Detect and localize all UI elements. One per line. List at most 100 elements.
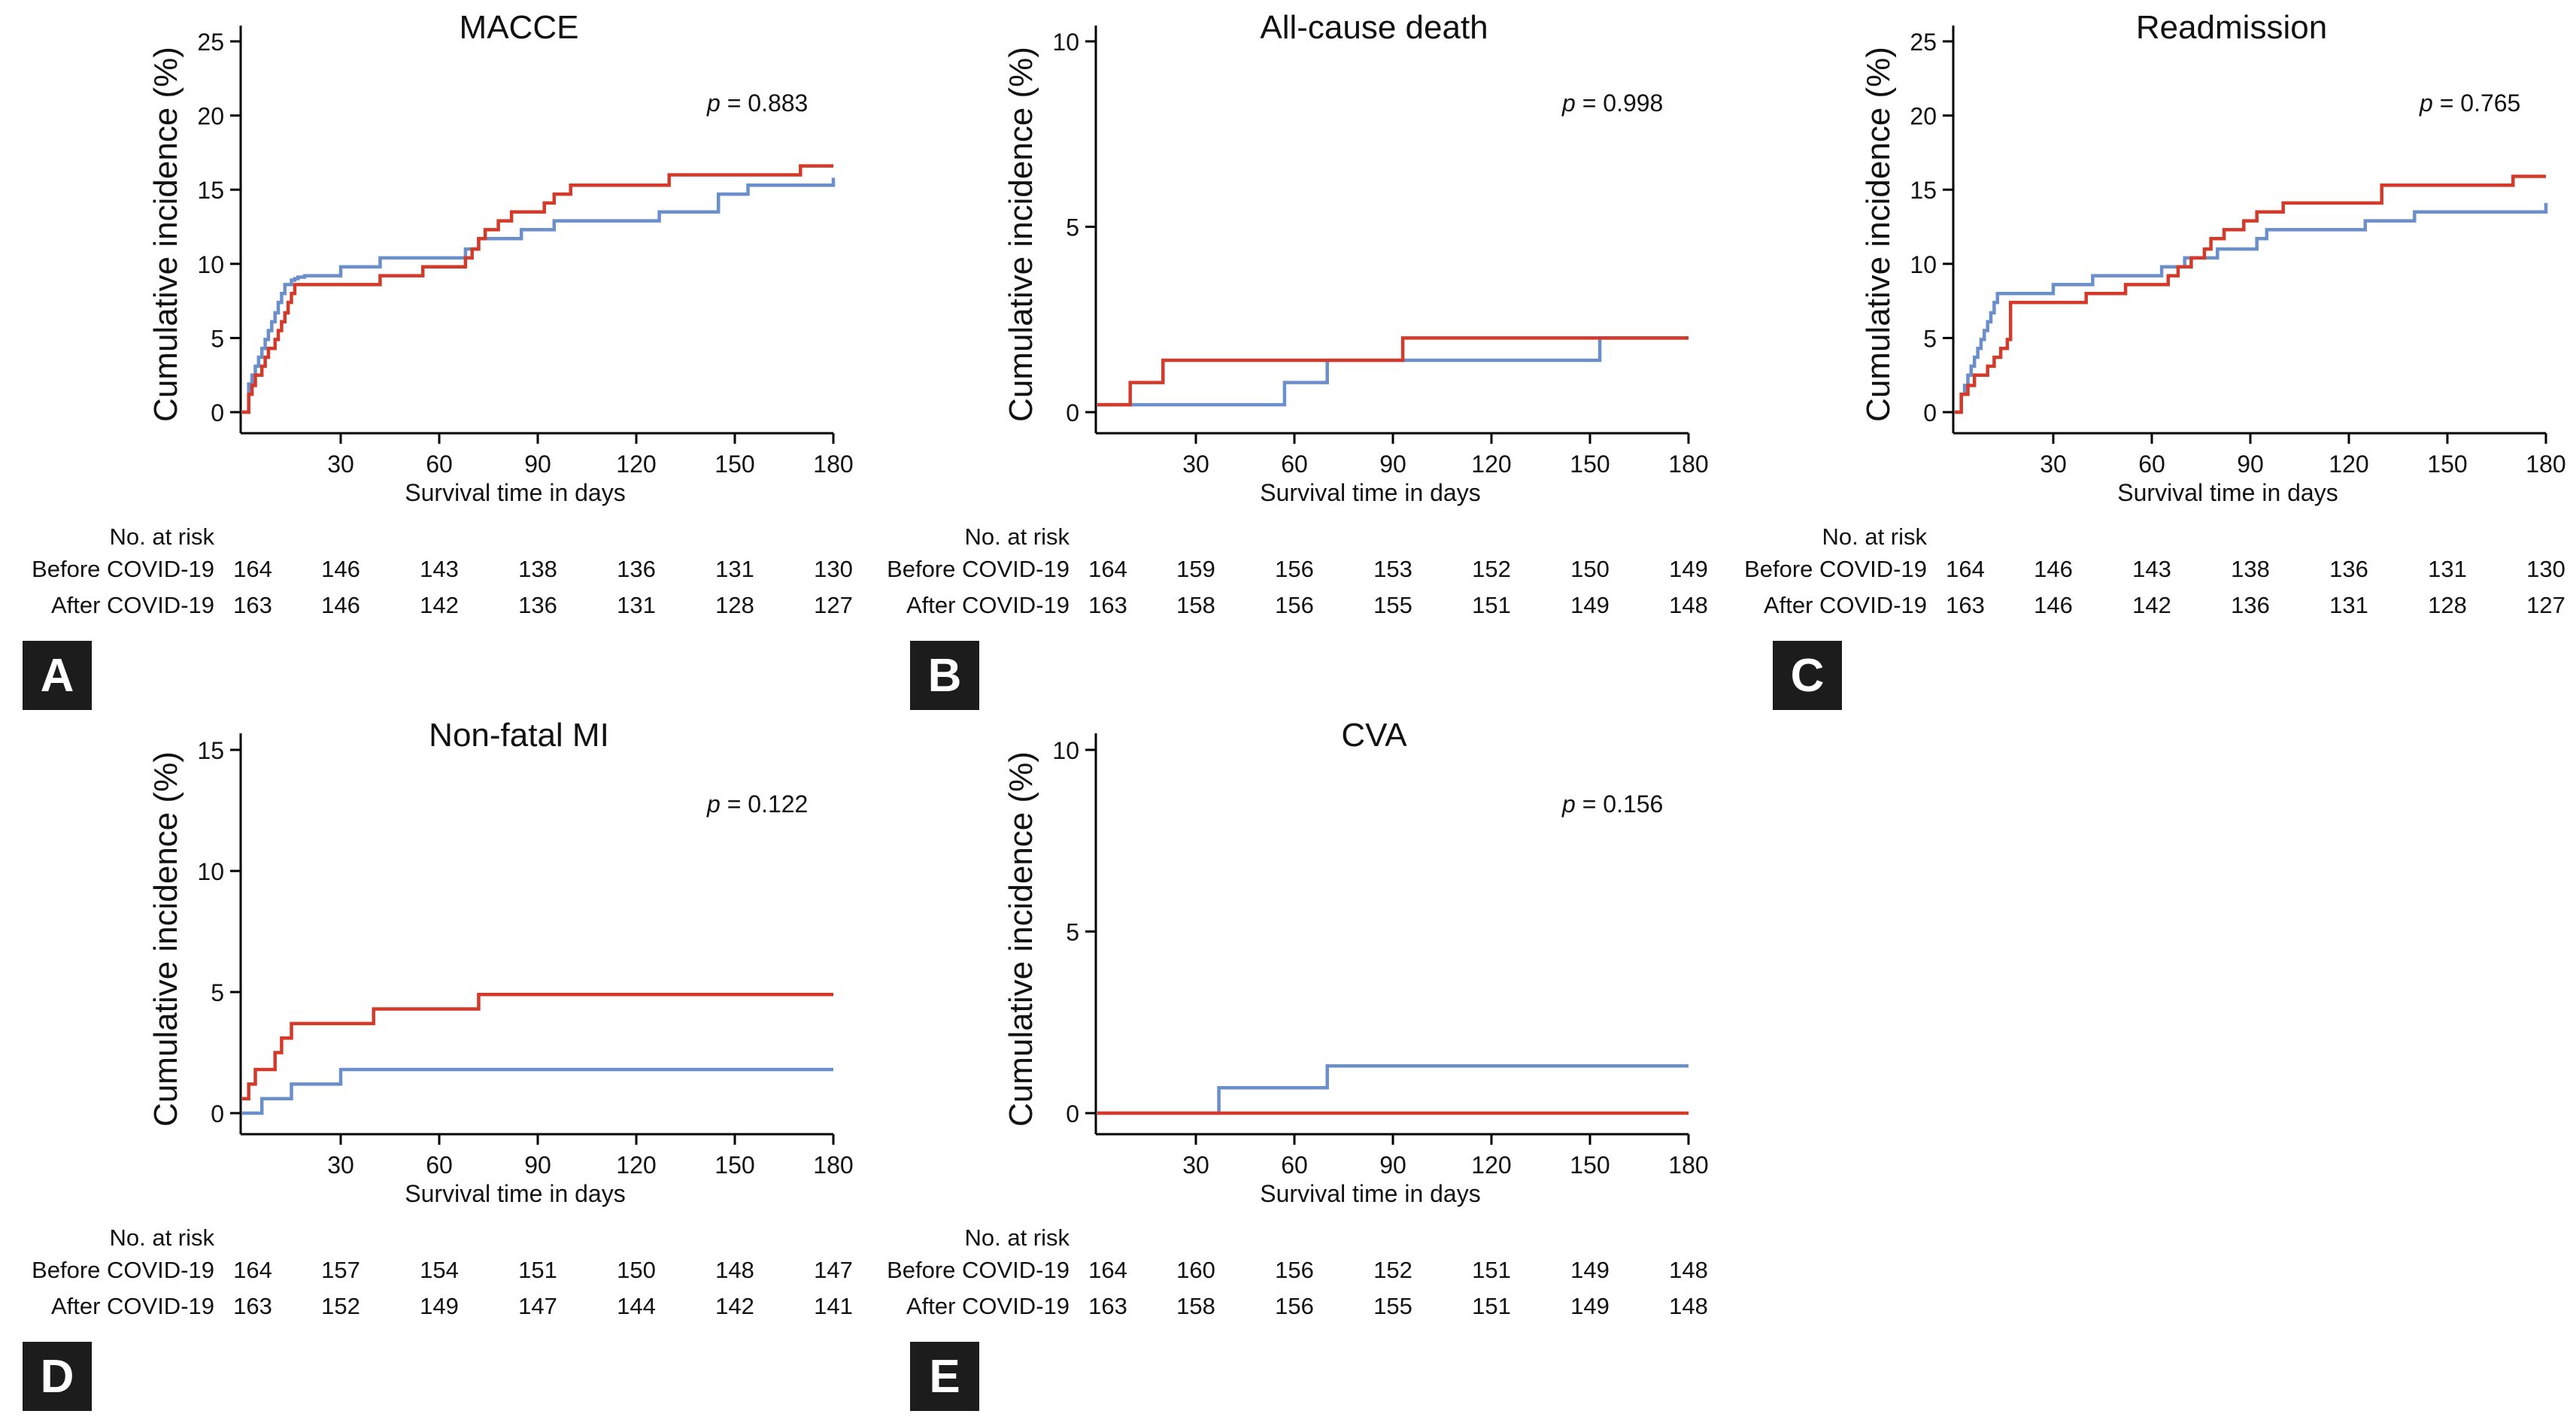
series-line-after-covid (242, 992, 833, 1100)
risk-table-header: No. at risk (109, 523, 214, 550)
risk-count: 142 (2132, 592, 2171, 618)
risk-row-label: After COVID-19 (51, 592, 214, 618)
series-line-after-covid (1955, 174, 2546, 414)
series-line-before-covid (1955, 202, 2548, 414)
risk-count: 131 (715, 556, 754, 582)
y-axis-title: Cumulative incidence (%) (1860, 47, 1897, 422)
risk-row-label: Before COVID-19 (32, 556, 214, 582)
p-value-label: p = 0.998 (1561, 90, 1663, 117)
risk-count: 136 (2329, 556, 2368, 582)
all-cause-death-chart: 0 5 10 30 60 90 120 150 180 Survival time in days… (887, 9, 1709, 618)
risk-table-header: No. at risk (964, 523, 1070, 550)
risk-count: 151 (518, 1257, 557, 1283)
risk-row-label: After COVID-19 (906, 592, 1070, 618)
macce-chart: 0 5 10 15 20 25 30 60 90 120 150 180 Survival time i… (32, 9, 854, 618)
p-value-label: p = 0.883 (706, 90, 808, 117)
readmission-chart: 0 5 10 15 20 25 30 60 90 120 150 180 Survival time i… (1744, 9, 2566, 618)
y-tick-label: 0 (1066, 1100, 1079, 1127)
risk-count: 142 (715, 1293, 754, 1319)
risk-count: 131 (2329, 592, 2368, 618)
x-tick-label: 150 (1570, 451, 1610, 478)
series-line-before-covid (242, 178, 836, 414)
x-tick-label: 180 (1668, 1152, 1708, 1179)
y-tick-label: 10 (197, 858, 224, 885)
y-tick-label: 25 (197, 29, 224, 56)
series-line-after-covid (242, 164, 833, 414)
risk-count: 131 (2428, 556, 2467, 582)
y-tick-label: 5 (1923, 325, 1937, 352)
risk-table-header: No. at risk (1822, 523, 1927, 550)
x-tick-label: 120 (1471, 1152, 1511, 1179)
series-line-before-covid (1097, 1064, 1689, 1115)
x-axis-title: Survival time in days (2117, 479, 2338, 506)
x-tick-label: 180 (813, 1152, 853, 1179)
risk-count: 160 (1176, 1257, 1215, 1283)
y-axis-title: Cumulative incidence (%) (1003, 47, 1039, 422)
risk-count: 143 (2132, 556, 2171, 582)
risk-count: 164 (233, 556, 272, 582)
risk-row-label: After COVID-19 (51, 1293, 214, 1319)
x-axis-title: Survival time in days (405, 479, 625, 506)
risk-count: 130 (814, 556, 853, 582)
chart-title: All-cause death (1260, 9, 1488, 46)
p-value-label: p = 0.156 (1561, 790, 1663, 818)
risk-count: 156 (1275, 1293, 1314, 1319)
risk-count: 152 (1373, 1257, 1412, 1283)
panel-d: 0 5 10 15 30 60 90 120 150 180 Survival time in da… (0, 701, 865, 1415)
risk-count: 163 (1946, 592, 1985, 618)
x-tick-label: 120 (2329, 451, 2368, 478)
x-tick-label: 30 (2040, 451, 2067, 478)
panel-letter-b: B (910, 641, 979, 710)
risk-count: 130 (2526, 556, 2565, 582)
risk-count: 136 (518, 592, 557, 618)
risk-count: 159 (1176, 556, 1215, 582)
risk-count: 164 (233, 1257, 272, 1283)
risk-count: 158 (1176, 1293, 1215, 1319)
risk-table-header: No. at risk (964, 1224, 1070, 1251)
risk-count: 127 (2526, 592, 2565, 618)
chart-title: Non-fatal MI (429, 717, 609, 754)
y-tick-label: 10 (197, 251, 224, 278)
x-tick-label: 60 (2138, 451, 2165, 478)
risk-count: 146 (321, 592, 360, 618)
x-tick-label: 120 (616, 451, 656, 478)
x-tick-label: 180 (813, 451, 853, 478)
y-tick-label: 0 (211, 1100, 224, 1127)
y-tick-label: 5 (211, 325, 224, 352)
risk-count: 158 (1176, 592, 1215, 618)
risk-count: 136 (2231, 592, 2270, 618)
x-tick-label: 180 (1668, 451, 1708, 478)
risk-count: 148 (1669, 1293, 1708, 1319)
panel-letter-a: A (23, 641, 92, 710)
x-axis-title: Survival time in days (1260, 479, 1480, 506)
risk-count: 146 (2034, 592, 2073, 618)
x-tick-label: 60 (1281, 451, 1308, 478)
x-tick-label: 90 (1379, 451, 1406, 478)
y-tick-label: 10 (1052, 737, 1079, 764)
x-tick-label: 90 (1379, 1152, 1406, 1179)
risk-count: 151 (1472, 592, 1511, 618)
risk-count: 136 (617, 556, 656, 582)
risk-count: 154 (420, 1257, 459, 1283)
y-tick-label: 15 (197, 177, 224, 204)
risk-row-label: Before COVID-19 (1744, 556, 1927, 582)
risk-count: 150 (617, 1257, 656, 1283)
risk-count: 157 (321, 1257, 360, 1283)
risk-row-label: Before COVID-19 (887, 1257, 1070, 1283)
x-tick-label: 150 (2427, 451, 2467, 478)
risk-count: 153 (1373, 556, 1412, 582)
x-axis-title: Survival time in days (1260, 1180, 1480, 1207)
series-line-before-covid (1097, 336, 1689, 407)
risk-count: 148 (715, 1257, 754, 1283)
risk-count: 163 (233, 1293, 272, 1319)
x-tick-label: 150 (715, 1152, 754, 1179)
chart-title: CVA (1341, 717, 1407, 754)
panel-a: 0 5 10 15 20 25 30 60 90 120 150 180 Survival time i… (0, 0, 865, 715)
risk-count: 149 (1570, 1257, 1610, 1283)
y-tick-label: 25 (1910, 29, 1937, 56)
panel-letter-c: C (1773, 641, 1842, 710)
risk-count: 156 (1275, 1257, 1314, 1283)
risk-count: 163 (233, 592, 272, 618)
risk-count: 150 (1570, 556, 1610, 582)
